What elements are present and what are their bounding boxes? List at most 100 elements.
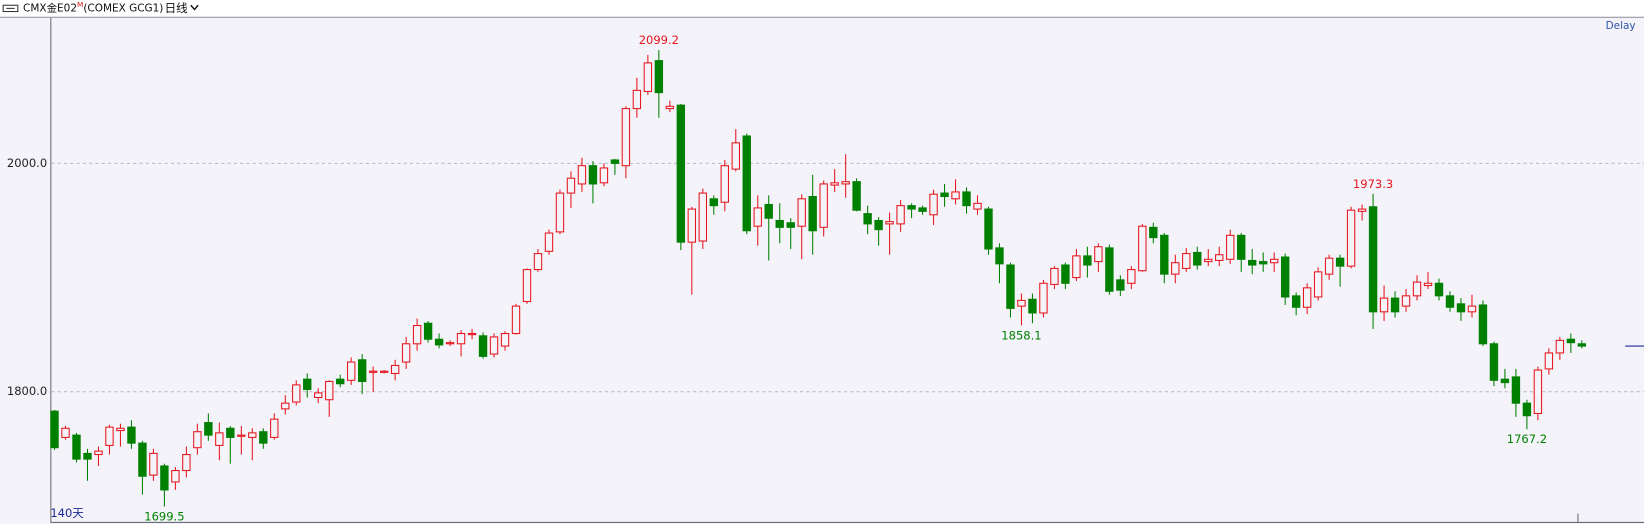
candle — [1357, 204, 1367, 221]
candle — [193, 423, 202, 455]
candle-body — [1324, 257, 1334, 275]
candle-body — [577, 165, 587, 185]
candle-body — [544, 232, 554, 252]
candle — [918, 205, 927, 215]
candle — [1500, 368, 1510, 389]
candle — [1248, 249, 1257, 275]
candle — [1544, 348, 1554, 375]
candle-body — [742, 135, 751, 232]
candle — [1269, 252, 1279, 272]
candle — [467, 328, 477, 340]
candle — [1072, 249, 1081, 281]
candle-body — [940, 192, 949, 198]
candle — [1204, 249, 1213, 267]
candle — [830, 169, 839, 192]
candle-body — [1061, 264, 1070, 284]
candle-body — [643, 62, 653, 92]
candle — [577, 157, 587, 192]
candle-body — [401, 343, 411, 363]
candle — [204, 413, 213, 441]
candle-body — [1313, 271, 1323, 298]
candle-body — [709, 198, 718, 207]
candle — [731, 129, 740, 172]
candle — [149, 448, 158, 481]
candle — [1324, 254, 1334, 280]
candle — [1412, 275, 1422, 301]
candle — [1193, 246, 1202, 270]
candle — [1511, 368, 1521, 417]
candle — [423, 320, 433, 343]
candle-body — [1094, 246, 1103, 263]
candle-body — [995, 247, 1004, 265]
candle — [1577, 340, 1587, 349]
candle — [1215, 246, 1224, 267]
candle — [775, 203, 784, 244]
candle-body — [962, 191, 971, 207]
candle-body — [1335, 257, 1345, 267]
y-tick-label: 1800.0 — [7, 384, 47, 398]
candle-body — [1544, 352, 1554, 370]
candle-body — [1116, 279, 1125, 291]
low-annotation: 1858.1 — [1001, 328, 1041, 342]
candle — [808, 174, 817, 255]
period-dropdown[interactable]: 日线 — [165, 1, 199, 15]
candle-body — [753, 207, 762, 227]
candle-body — [1522, 402, 1532, 417]
candle-body — [676, 104, 686, 243]
candle-body — [83, 452, 92, 460]
candle — [764, 195, 773, 261]
candle — [1368, 193, 1378, 329]
candle — [555, 189, 565, 235]
dropdown-chevron[interactable] — [190, 4, 199, 11]
candle-body — [1259, 261, 1268, 265]
candle-body — [368, 370, 378, 373]
candle-body — [1302, 287, 1312, 308]
candle-body — [1171, 262, 1180, 275]
candle-body — [830, 182, 839, 186]
candle — [171, 467, 180, 490]
candle-body — [808, 195, 817, 232]
candle — [105, 424, 114, 455]
candle — [1028, 293, 1037, 324]
candle — [215, 422, 224, 461]
candle — [566, 171, 576, 208]
title-superscript: M — [77, 0, 83, 9]
candle — [1138, 223, 1147, 272]
candle-body — [610, 159, 620, 164]
candle-body — [731, 142, 740, 170]
candle — [325, 380, 334, 417]
low-annotation: 1767.2 — [1507, 432, 1547, 446]
candle — [544, 229, 554, 255]
candle — [665, 100, 675, 113]
candle-body — [1566, 338, 1576, 344]
candle-body — [555, 192, 565, 233]
candle — [599, 163, 609, 187]
candle — [259, 428, 268, 449]
candle-body — [390, 364, 400, 374]
candle-body — [1280, 256, 1290, 298]
candle-body — [1368, 206, 1378, 313]
candle-body — [1127, 269, 1136, 284]
candle-body — [698, 192, 708, 242]
candle-body — [379, 370, 389, 373]
candle-body — [1456, 303, 1466, 313]
period-label[interactable]: 日线 — [165, 1, 189, 15]
candle-body — [1204, 258, 1213, 263]
candle-body — [1555, 339, 1565, 354]
candle-body — [885, 221, 894, 225]
candle-body — [1533, 369, 1543, 414]
candle — [940, 183, 949, 207]
candle — [489, 333, 499, 358]
candle-body — [863, 213, 872, 225]
candle — [1094, 243, 1103, 272]
candle-body — [632, 89, 642, 110]
candle — [1127, 266, 1136, 289]
candle — [1006, 262, 1015, 318]
candle-body — [951, 191, 960, 200]
candle — [412, 318, 422, 351]
candle — [1478, 300, 1488, 347]
candle-body — [973, 202, 982, 210]
candle-body — [1160, 234, 1169, 275]
candle — [445, 340, 455, 347]
